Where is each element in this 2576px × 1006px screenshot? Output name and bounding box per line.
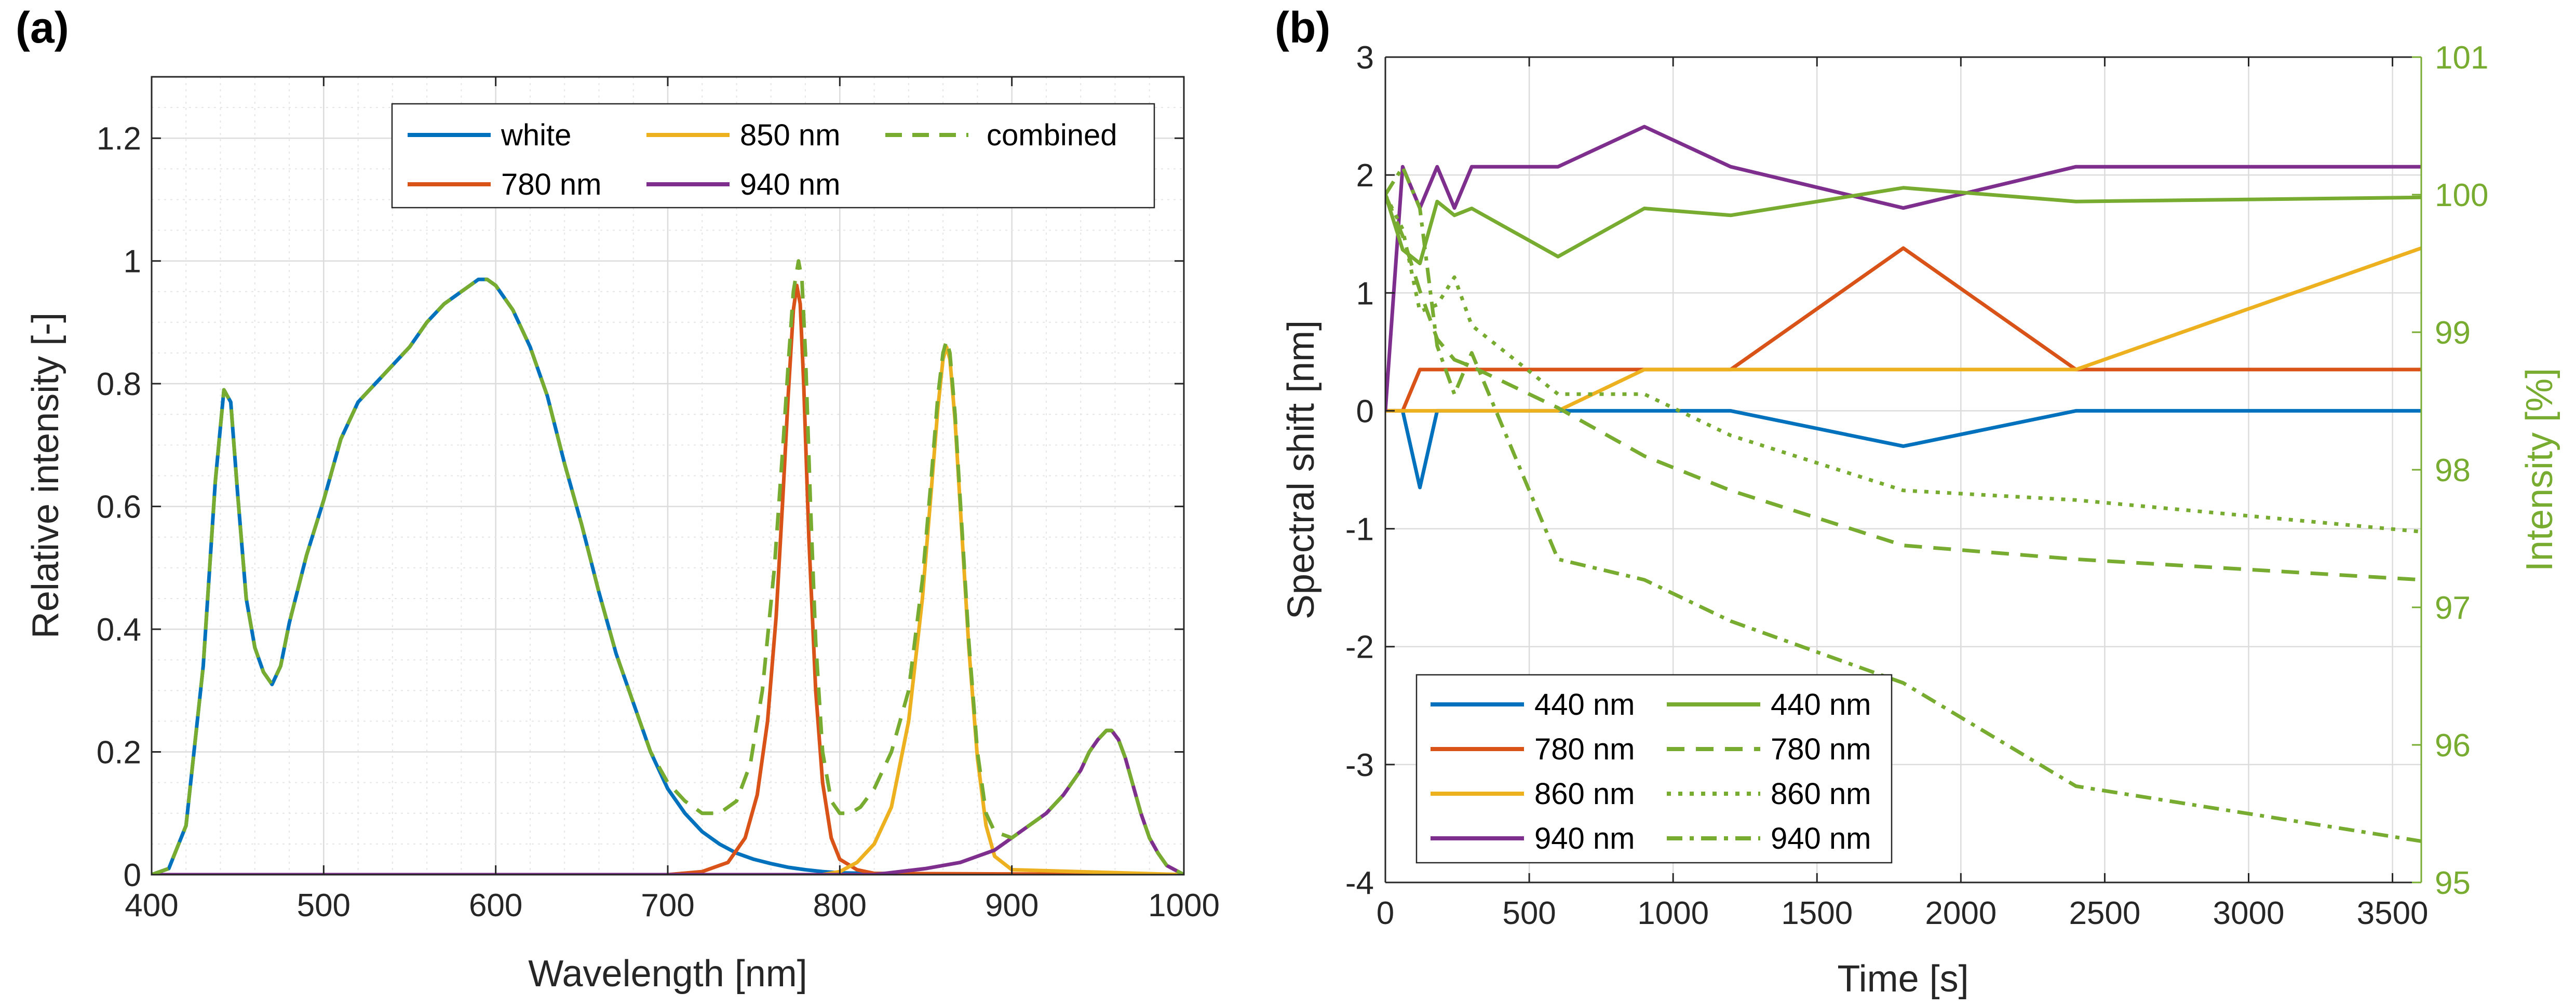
y-tick-label-left: 1: [1356, 276, 1374, 311]
legend-label-780nm: 780 nm: [501, 168, 601, 201]
y-tick-label-right: 96: [2435, 728, 2471, 764]
y-tick-label-right: 95: [2435, 865, 2471, 901]
y-tick-label-left: -1: [1345, 512, 1374, 548]
y-tick-label-right: 99: [2435, 315, 2471, 351]
y-tick-label-right: 100: [2435, 178, 2488, 213]
y-tick-label: 0.6: [97, 490, 141, 525]
panel-a: (a) 400 500 600 700 800 900 1000 0 0.2 0.4 0.6 0.8 1…: [16, 3, 1220, 995]
y-tick-label: 0.8: [97, 366, 141, 402]
series-line-left-780nm: [1385, 246, 2421, 413]
panel-a-label: (a): [16, 3, 69, 52]
legend-label-intensity-860nm: 860 nm: [1771, 777, 1871, 811]
legend-label-intensity-440nm: 440 nm: [1771, 688, 1871, 722]
y-tick-label-left: -2: [1345, 630, 1374, 665]
legend-label-940nm: 940 nm: [740, 168, 840, 201]
legend-label-850nm: 850 nm: [740, 118, 840, 152]
y-tick-label-left: 2: [1356, 158, 1374, 194]
legend-label-shift-780nm: 780 nm: [1534, 732, 1635, 766]
x-tick-label: 2500: [2069, 895, 2140, 931]
legend-label-shift-940nm: 940 nm: [1534, 822, 1635, 855]
x-tick-label: 500: [297, 888, 350, 923]
x-tick-label: 600: [469, 888, 522, 923]
panel-a-ticks: 400 500 600 700 800 900 1000 0 0.2 0.4 0.6 0.8 1 1.2: [97, 77, 1220, 923]
y-tick-label: 1.2: [97, 121, 141, 157]
y-tick-label: 0: [124, 858, 141, 893]
legend-label-shift-860nm: 860 nm: [1534, 777, 1635, 811]
panel-a-xlabel: Wavelength [nm]: [528, 953, 807, 995]
y-tick-label: 1: [124, 244, 141, 280]
y-tick-label: 0.4: [97, 612, 141, 648]
series-line-780nm: [152, 283, 1184, 875]
series-line-right-940nm: [1385, 165, 2421, 843]
panel-b: (b) 0 500 1000 1500 2000 2500 3000 3500-4-3-2-1…: [1275, 3, 2560, 1000]
panel-b-label: (b): [1275, 3, 1330, 52]
y-tick-label: 0.2: [97, 735, 141, 771]
x-tick-label: 1000: [1148, 888, 1220, 923]
legend-label-combined: combined: [987, 118, 1117, 152]
x-tick-label: 3000: [2213, 895, 2285, 931]
legend-label-white: white: [501, 118, 571, 152]
y-tick-label-left: 3: [1356, 40, 1374, 76]
y-tick-label-left: -3: [1345, 747, 1374, 783]
panel-b-ylabel-left: Spectral shift [nm]: [1280, 320, 1322, 619]
x-tick-label: 400: [125, 888, 178, 923]
x-tick-label: 700: [641, 888, 694, 923]
panel-b-ticks: 0 500 1000 1500 2000 2500 3000 3500 -4 -3 -2 -1 0 1 2 3…: [1345, 40, 2489, 931]
panel-b-series: [1385, 125, 2421, 843]
x-tick-label: 1000: [1637, 895, 1709, 931]
series-line-combined: [152, 259, 1184, 875]
series-line-right-440nm: [1385, 186, 2421, 265]
y-tick-label-right: 101: [2435, 40, 2488, 76]
y-tick-label-right: 98: [2435, 453, 2471, 488]
y-tick-label-left: -4: [1345, 865, 1374, 901]
panel-a-ylabel: Relative intensity [-]: [25, 312, 66, 638]
series-line-left-860nm: [1385, 246, 2421, 413]
x-tick-label: 1500: [1781, 895, 1853, 931]
legend-label-shift-440nm: 440 nm: [1534, 688, 1635, 722]
x-tick-label: 3500: [2357, 895, 2429, 931]
legend-label-intensity-780nm: 780 nm: [1771, 732, 1871, 766]
x-tick-label: 0: [1377, 895, 1394, 931]
y-tick-label-right: 97: [2435, 590, 2471, 626]
x-tick-label: 900: [985, 888, 1039, 923]
x-tick-label: 2000: [1925, 895, 1997, 931]
panel-a-series: [152, 259, 1184, 875]
y-tick-label-left: 0: [1356, 393, 1374, 429]
panel-a-legend-box: [391, 103, 1155, 209]
legend-label-intensity-940nm: 940 nm: [1771, 822, 1871, 855]
panel-b-ylabel-right: Intensity [%]: [2519, 368, 2560, 572]
panel-a-legend: white 850 nm combined 780 nm 940 nm: [391, 103, 1155, 209]
x-tick-label: 500: [1502, 895, 1556, 931]
panel-b-legend: 440 nm 780 nm 860 nm 940 nm 440 nm 780 n…: [1415, 674, 1893, 864]
panel-b-xlabel: Time [s]: [1837, 958, 1968, 1000]
x-tick-label: 800: [813, 888, 867, 923]
series-line-right-780nm: [1385, 194, 2421, 582]
